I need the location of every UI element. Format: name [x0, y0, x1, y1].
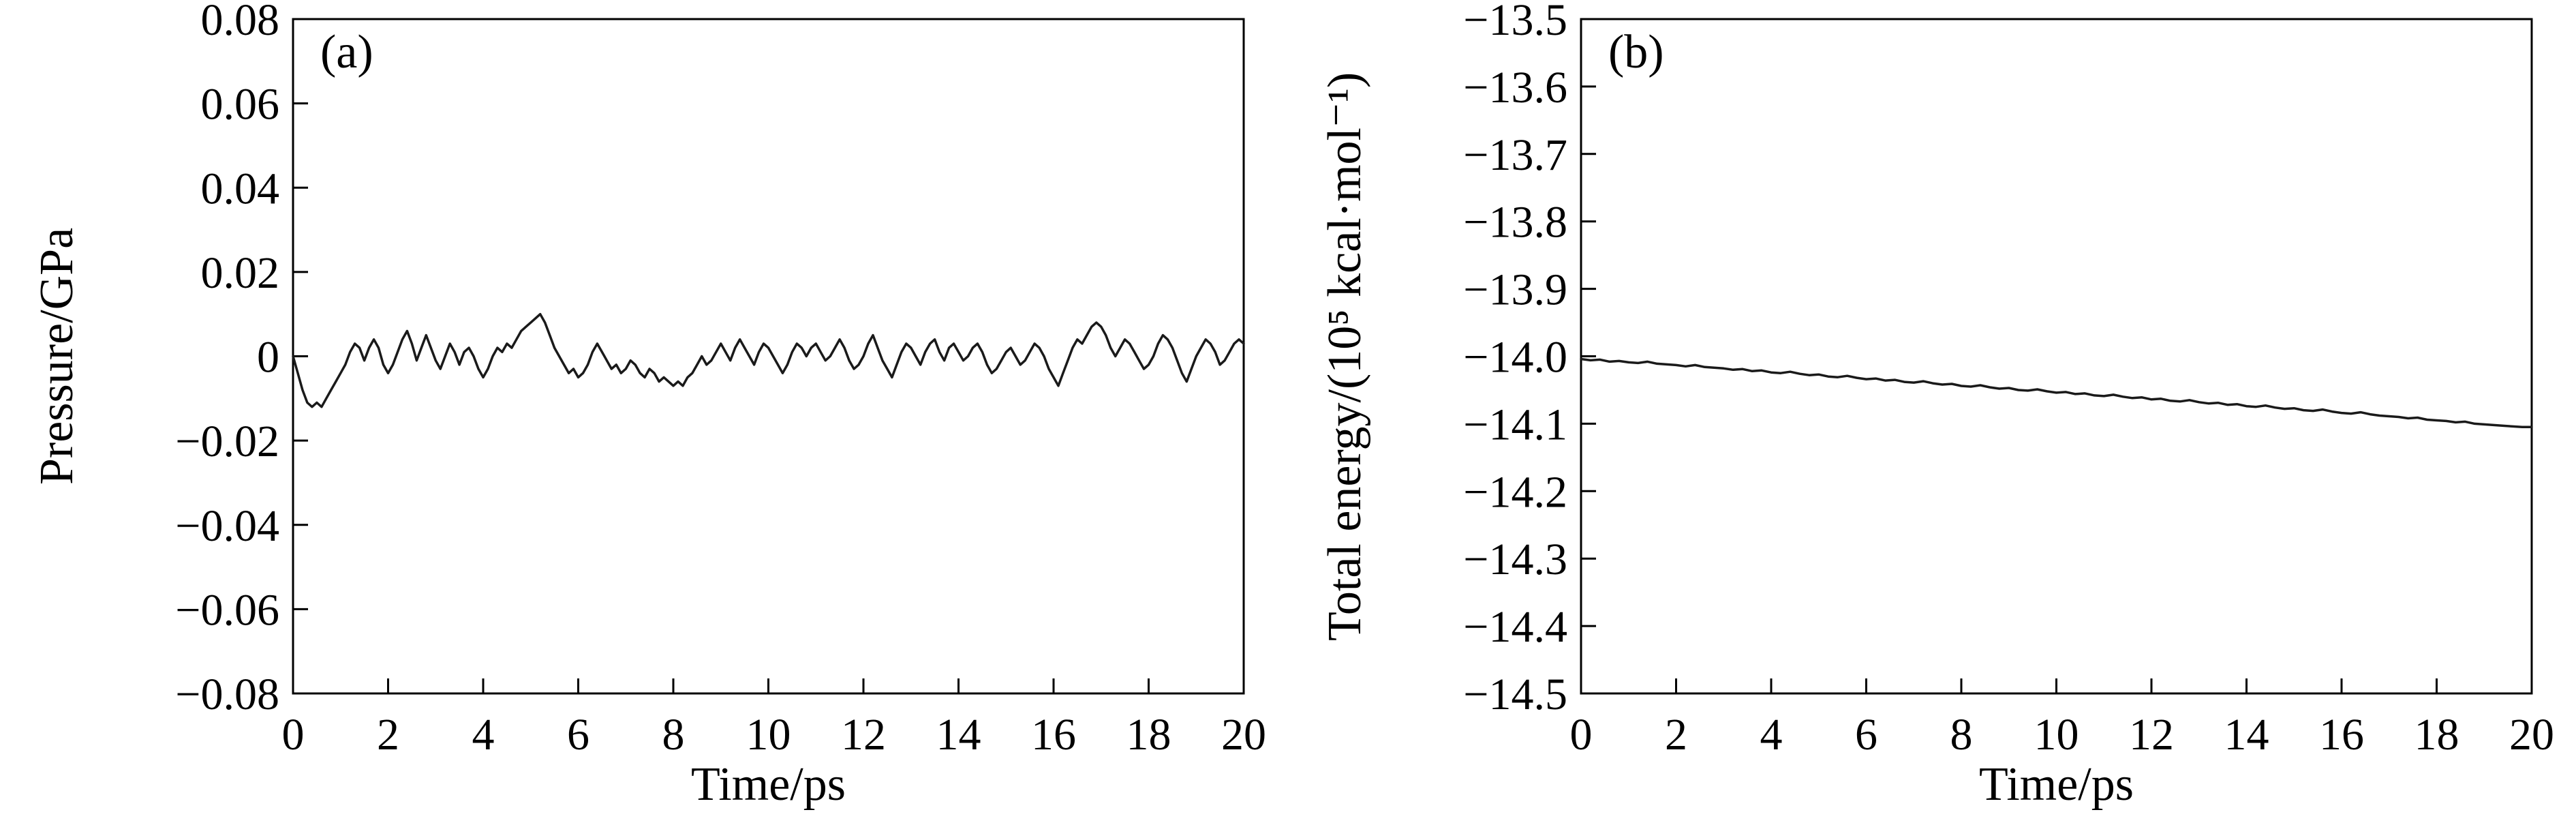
x-tick-label: 16 [2319, 710, 2364, 760]
y-tick-label: −14.0 [1463, 333, 1567, 383]
x-tick-label: 10 [746, 710, 791, 760]
y-tick-label: −14.3 [1463, 535, 1567, 584]
chart-b-canvas: 0 2 4 6 8 10 12 14 16 18 20 −13.5 −13.6 −13.7 −13.8 −13… [1463, 0, 2554, 760]
x-tick-label: 14 [2224, 710, 2269, 760]
x-tick-label: 18 [1126, 710, 1171, 760]
y-tick-label: −14.1 [1463, 400, 1567, 449]
chart-a: 0 2 4 6 8 10 12 14 16 18 20 0.08 0.06 0.04 0.02 0 −0.02 −… [31, 0, 1266, 811]
y-tick-label: −14.5 [1463, 670, 1567, 719]
x-tick-label: 4 [472, 710, 495, 760]
chart-a-canvas: 0 2 4 6 8 10 12 14 16 18 20 0.08 0.06 0.04 0.02 0 −0.02 −… [175, 0, 1266, 760]
panel-label-b: (b) [1608, 26, 1664, 78]
y-tick-label: 0.04 [201, 164, 280, 213]
y-axis-label-a: Pressure/GPa [31, 227, 83, 485]
x-tick-label: 12 [841, 710, 886, 760]
x-tick-label: 6 [567, 710, 589, 760]
x-tick-label: 6 [1855, 710, 1877, 760]
x-tick-label: 20 [2509, 710, 2554, 760]
x-tick-label: 8 [662, 710, 685, 760]
y-tick-label: 0.08 [201, 0, 280, 45]
y-tick-label: −13.6 [1463, 63, 1567, 113]
x-tick-label: 18 [2414, 710, 2459, 760]
y-tick-label: −0.08 [175, 670, 279, 719]
x-tick-label: 2 [1665, 710, 1687, 760]
panel-label-a: (a) [320, 26, 373, 78]
y-tick-label: −0.04 [175, 501, 279, 551]
axis-frame [1580, 18, 2533, 695]
x-tick-label: 4 [1760, 710, 1783, 760]
y-axis-label-b: Total energy/(10⁵ kcal·mol⁻¹) [1319, 72, 1371, 641]
y-tick-label: 0.02 [201, 248, 280, 298]
x-tick-label: 16 [1031, 710, 1076, 760]
y-tick-label: −14.2 [1463, 467, 1567, 517]
y-tick-label: −13.7 [1463, 130, 1567, 180]
y-tick-label: 0 [257, 333, 279, 383]
x-tick-label: 0 [282, 710, 305, 760]
chart-b: 0 2 4 6 8 10 12 14 16 18 20 −13.5 −13.6 −13.7 −13.8 −13… [1288, 0, 2576, 823]
y-tick-label: 0.06 [201, 80, 280, 130]
y-tick-label: −13.8 [1463, 198, 1567, 248]
axis-frame [292, 18, 1245, 695]
y-tick-label: −13.9 [1463, 265, 1567, 315]
x-tick-label: 0 [1570, 710, 1593, 760]
data-line [1580, 357, 2533, 429]
y-tick-label: −13.5 [1463, 0, 1567, 45]
x-tick-label: 2 [377, 710, 399, 760]
x-tick-label: 20 [1221, 710, 1266, 760]
y-tick-label: −14.4 [1463, 602, 1567, 652]
x-tick-label: 8 [1950, 710, 1973, 760]
data-line [292, 312, 1245, 408]
y-tick-label: −0.02 [175, 417, 279, 466]
y-tick-label: −0.06 [175, 585, 279, 635]
x-tick-label: 12 [2129, 710, 2174, 760]
x-axis-label-b: Time/ps [1979, 758, 2134, 811]
x-axis-label-a: Time/ps [691, 758, 846, 811]
x-tick-label: 14 [936, 710, 981, 760]
x-tick-label: 10 [2034, 710, 2079, 760]
